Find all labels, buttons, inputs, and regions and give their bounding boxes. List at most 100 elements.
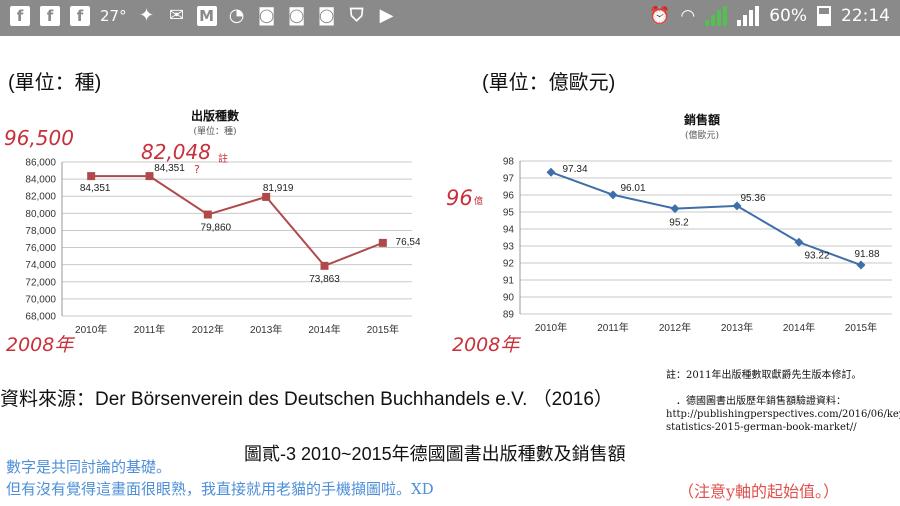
left-unit-label: (單位：種) xyxy=(8,72,102,94)
y-tick-label: 78,000 xyxy=(25,226,56,237)
x-tick-label: 2014年 xyxy=(783,321,815,334)
data-label: 97.34 xyxy=(562,164,587,175)
right-unit-label: (單位：億歐元) xyxy=(482,72,616,94)
gmail-icon: M xyxy=(196,6,217,26)
signal-icon xyxy=(705,6,728,26)
y-tick-label: 74,000 xyxy=(25,260,56,271)
comment-line-2: 但有沒有覺得這畫面很眼熟，我直接就用老貓的手機擷圖啦。XD xyxy=(6,480,434,498)
y-tick-label: 82,000 xyxy=(25,192,56,203)
publication-count-chart: 出版種數 (單位：種) 68,000 70,000 72,000 74,000 76,000… xyxy=(25,108,420,336)
sales-chart: 銷售額 (億歐元) 89 90 91 92 93 94 95 96 97 98 2010年 2011年 20… xyxy=(503,112,892,334)
data-point xyxy=(856,260,866,270)
instagram-icon: ◙ xyxy=(287,5,306,26)
data-label: 84,351 xyxy=(154,163,185,174)
series-line xyxy=(550,171,862,266)
x-tick-label: 2010年 xyxy=(535,321,567,334)
x-tick-label: 2013年 xyxy=(721,321,753,334)
handwritten-2008-left: 2008年 xyxy=(6,334,74,356)
data-point xyxy=(670,204,680,214)
instagram-icon: ◙ xyxy=(317,5,336,26)
y-tick-label: 96 xyxy=(503,191,515,202)
x-tick-label: 2011年 xyxy=(597,321,629,334)
battery-percent: 60% xyxy=(769,6,807,26)
y-tick-label: 84,000 xyxy=(25,175,56,186)
handwritten-96-unit: 億 xyxy=(474,197,484,207)
x-tick-label: 2015年 xyxy=(845,321,877,334)
y-tick-label: 92 xyxy=(503,259,515,270)
comment-line-1: 數字是共同討論的基礎。 xyxy=(6,458,172,476)
shield-icon: ⛉ xyxy=(349,5,364,26)
facebook-icon: f xyxy=(10,6,30,26)
x-tick-label: 2012年 xyxy=(659,321,691,334)
y-tick-label: 97 xyxy=(503,174,515,185)
data-label: 91.88 xyxy=(854,249,879,260)
y-tick-label: 90 xyxy=(503,293,515,304)
chart-subtitle: (單位：種) xyxy=(193,125,236,137)
x-tick-label: 2010年 xyxy=(75,323,107,336)
x-tick-label: 2013年 xyxy=(250,323,282,336)
handwritten-2008-right: 2008年 xyxy=(452,334,520,356)
y-tick-label: 76,000 xyxy=(25,243,56,254)
data-point xyxy=(87,172,96,181)
temperature-text: 27° xyxy=(100,7,127,25)
data-label: 93.22 xyxy=(804,250,829,261)
y-tick-label: 94 xyxy=(503,225,515,236)
chart-title: 銷售額 xyxy=(684,112,720,127)
notification-icons: f f f 27° ✦ ✉ M ◔ ◙ ◙ ◙ ⛉ ▶ xyxy=(10,6,397,26)
system-icons: ⏰ ◠ 60% 22:14 xyxy=(649,6,890,26)
x-tick-label: 2012年 xyxy=(192,323,224,336)
y-tick-label: 95 xyxy=(503,208,515,219)
data-label: 81,919 xyxy=(263,183,294,194)
comment-line-3: （注意y軸的起始值。） xyxy=(678,482,840,501)
data-point xyxy=(608,190,618,200)
data-label: 96.01 xyxy=(620,183,645,194)
data-point xyxy=(203,210,212,219)
facebook-icon: f xyxy=(40,6,60,26)
chart-subtitle: (億歐元) xyxy=(685,129,719,141)
clock: 22:14 xyxy=(841,6,890,26)
handwritten-82048-note: 註 xyxy=(218,154,228,165)
data-point xyxy=(320,261,329,270)
signal-icon xyxy=(737,6,760,26)
x-tick-label: 2011年 xyxy=(134,323,166,336)
y-tick-label: 93 xyxy=(503,242,515,253)
note-url-1: http://publishingperspectives.com/2016/0… xyxy=(666,409,900,420)
y-tick-label: 89 xyxy=(503,310,515,321)
y-tick-label: 70,000 xyxy=(25,294,56,305)
handwritten-96: 96 xyxy=(446,186,473,210)
data-source: 資料來源：Der Börsenverein des Deutschen Buch… xyxy=(0,389,613,410)
y-tick-label: 98 xyxy=(503,157,515,168)
series-line xyxy=(91,175,384,268)
instagram-icon: ◙ xyxy=(257,5,276,26)
data-point xyxy=(546,167,556,177)
data-label: 79,860 xyxy=(201,223,232,234)
chart-title: 出版種數 xyxy=(191,108,239,123)
y-tick-label: 80,000 xyxy=(25,209,56,220)
x-tick-label: 2015年 xyxy=(367,323,399,336)
data-label: 73,863 xyxy=(309,274,340,285)
x-tick-label: 2014年 xyxy=(308,323,340,336)
alarm-icon: ⏰ xyxy=(649,6,671,26)
y-tick-label: 86,000 xyxy=(25,158,56,169)
data-point xyxy=(732,201,742,211)
data-point xyxy=(145,172,154,181)
status-bar: f f f 27° ✦ ✉ M ◔ ◙ ◙ ◙ ⛉ ▶ ⏰ ◠ 60% 22:1… xyxy=(0,0,900,36)
handwritten-96500: 96,500 xyxy=(4,126,74,150)
data-label: 95.36 xyxy=(740,193,765,204)
y-tick-label: 91 xyxy=(503,276,515,287)
play-store-icon: ▶ xyxy=(379,5,394,26)
y-tick-label: 72,000 xyxy=(25,277,56,288)
data-point xyxy=(378,238,387,247)
data-label: 76,547 xyxy=(396,237,420,248)
data-label: 84,351 xyxy=(80,183,111,194)
question-mark: ? xyxy=(194,163,200,176)
wifi-icon: ◠ xyxy=(680,6,696,26)
messenger-icon: ◔ xyxy=(228,5,245,26)
y-tick-label: 68,000 xyxy=(25,312,56,323)
battery-icon xyxy=(817,6,831,26)
handwritten-82048: 82,048 xyxy=(141,140,211,164)
data-point xyxy=(262,192,271,201)
note-verification: ．德國圖書出版歷年銷售額驗證資料： xyxy=(676,396,846,407)
data-point xyxy=(794,237,804,247)
note-url-2: statistics-2015-german-book-market// xyxy=(666,422,857,433)
